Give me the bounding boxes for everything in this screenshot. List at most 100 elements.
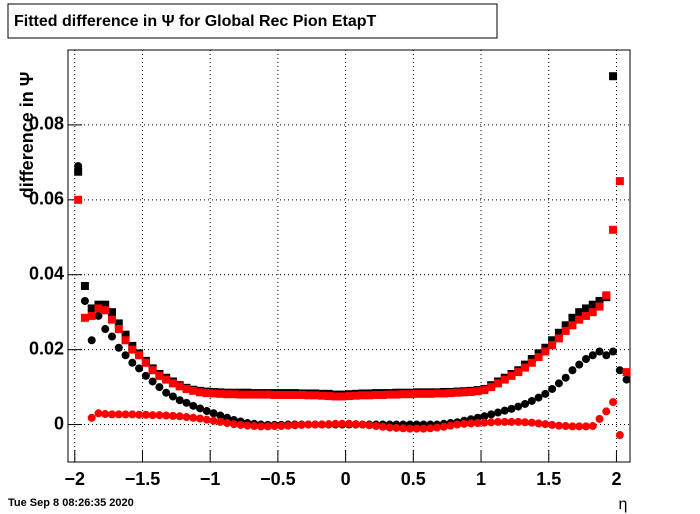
marker-square	[405, 390, 414, 399]
marker-square	[141, 358, 150, 367]
marker-circle	[324, 420, 333, 429]
marker-circle	[581, 355, 590, 363]
chart-title: Fitted difference in Ψ for Global Rec Pi…	[14, 13, 377, 30]
x-tick-label: −1.5	[125, 469, 161, 489]
marker-circle	[141, 371, 150, 380]
marker-circle	[595, 414, 604, 423]
marker-circle	[168, 411, 177, 420]
marker-circle	[216, 417, 225, 426]
marker-circle	[473, 419, 482, 428]
marker-circle	[514, 417, 523, 426]
marker-circle	[588, 422, 597, 431]
marker-circle	[331, 419, 340, 428]
marker-circle	[351, 420, 360, 429]
marker-square	[514, 368, 523, 377]
marker-circle	[480, 412, 489, 421]
marker-square	[311, 391, 320, 400]
marker-square	[554, 334, 563, 343]
x-axis-label: η	[619, 496, 628, 513]
marker-square	[74, 195, 83, 204]
marker-circle	[250, 422, 259, 431]
marker-square	[74, 167, 83, 176]
marker-square	[250, 390, 259, 399]
x-tick-label: 2	[611, 469, 621, 489]
marker-square	[575, 308, 584, 317]
marker-circle	[534, 393, 543, 402]
marker-square	[527, 358, 536, 367]
x-tick-label: 0	[341, 469, 351, 489]
marker-square	[135, 351, 144, 360]
marker-square	[575, 315, 584, 324]
marker-square	[108, 308, 117, 317]
marker-square	[229, 390, 238, 399]
marker-circle	[412, 424, 421, 433]
marker-circle	[121, 410, 130, 419]
marker-circle	[297, 420, 306, 429]
marker-square	[433, 389, 442, 398]
x-tick-label: 1	[476, 469, 486, 489]
marker-square	[87, 304, 96, 313]
marker-circle	[561, 373, 570, 382]
marker-square	[493, 379, 502, 388]
marker-square	[148, 366, 157, 375]
marker-square	[622, 368, 631, 377]
marker-circle	[439, 422, 448, 431]
marker-square	[473, 387, 482, 396]
marker-square	[87, 311, 96, 320]
marker-circle	[500, 406, 509, 415]
marker-circle	[541, 420, 550, 429]
marker-square	[202, 389, 211, 398]
marker-circle	[554, 421, 563, 430]
marker-circle	[507, 404, 516, 413]
marker-circle	[575, 360, 584, 369]
marker-circle	[460, 419, 469, 428]
marker-circle	[365, 421, 374, 430]
marker-circle	[94, 311, 103, 320]
marker-square	[196, 388, 205, 397]
marker-circle	[399, 424, 408, 433]
marker-square	[223, 390, 232, 399]
marker-square	[345, 392, 353, 401]
marker-square	[439, 389, 448, 398]
marker-circle	[304, 420, 313, 429]
marker-circle	[290, 421, 299, 430]
marker-square	[507, 371, 516, 380]
marker-circle	[284, 421, 293, 430]
marker-square	[175, 382, 184, 391]
marker-circle	[196, 404, 205, 413]
marker-circle	[135, 410, 144, 419]
marker-square	[162, 375, 171, 384]
marker-square	[426, 389, 435, 398]
marker-circle	[345, 419, 353, 428]
marker-circle	[270, 422, 279, 431]
marker-circle	[162, 411, 171, 420]
marker-square	[365, 391, 374, 400]
y-tick-label: 0	[54, 413, 64, 433]
marker-square	[338, 392, 347, 401]
marker-circle	[114, 410, 123, 419]
marker-square	[277, 390, 286, 399]
marker-circle	[588, 351, 597, 360]
marker-circle	[87, 336, 96, 345]
marker-square	[602, 291, 611, 300]
marker-circle	[317, 420, 326, 429]
marker-circle	[554, 379, 563, 388]
marker-circle	[433, 423, 442, 432]
marker-square	[609, 225, 618, 234]
marker-circle	[189, 413, 198, 422]
marker-circle	[527, 396, 536, 405]
marker-circle	[108, 332, 117, 341]
marker-square	[108, 315, 117, 324]
marker-square	[595, 302, 604, 311]
marker-circle	[209, 409, 218, 418]
marker-circle	[121, 351, 130, 360]
marker-circle	[74, 162, 83, 171]
marker-square	[581, 304, 590, 313]
y-tick-label: 0.08	[29, 114, 64, 134]
y-tick-label: 0.02	[29, 338, 64, 358]
marker-circle	[615, 431, 624, 440]
marker-circle	[229, 420, 238, 429]
marker-circle	[141, 410, 150, 419]
marker-circle	[487, 418, 496, 427]
